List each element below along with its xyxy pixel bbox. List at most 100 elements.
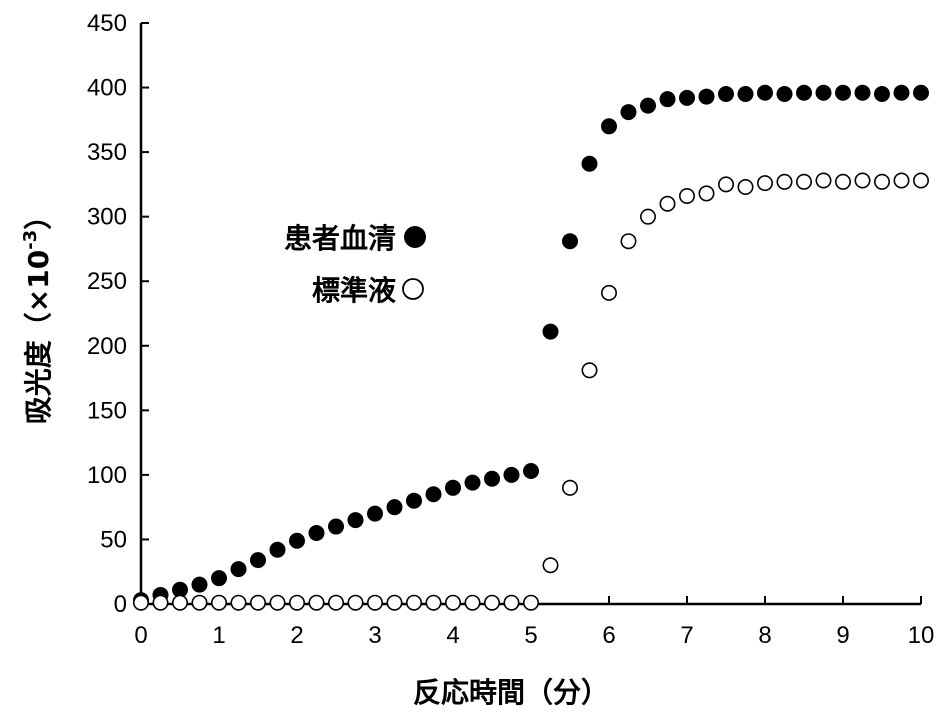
x-tick-label: 3 <box>368 622 381 649</box>
x-tick-label: 10 <box>908 622 935 649</box>
data-point-open <box>873 173 890 190</box>
data-point-filled <box>289 532 305 549</box>
data-point-open <box>717 176 734 193</box>
data-point-filled <box>250 552 266 569</box>
data-point-open <box>269 594 286 611</box>
data-point-filled <box>523 463 539 480</box>
x-axis-title: 反応時間（分） <box>413 676 609 709</box>
y-tick-label: 0 <box>114 591 127 618</box>
data-point-filled <box>718 86 734 103</box>
data-point-open <box>133 594 150 611</box>
data-point-open <box>698 185 715 202</box>
data-point-filled <box>406 492 422 509</box>
data-point-open <box>230 594 247 611</box>
data-point-filled <box>562 233 578 250</box>
y-ticks: 0 50 100 150 200 250 300 350 400 450 <box>87 10 149 618</box>
legend-label-standard: 標準液 <box>312 274 396 307</box>
data-point-open <box>756 175 773 192</box>
data-point-filled <box>659 91 676 108</box>
y-tick-label: 50 <box>100 526 127 553</box>
data-point-filled <box>835 84 851 101</box>
data-point-filled <box>601 118 617 135</box>
data-point-filled <box>269 541 286 558</box>
data-point-open <box>581 362 598 379</box>
data-point-open <box>211 594 228 611</box>
data-point-filled <box>386 499 403 516</box>
data-point-open <box>776 173 793 190</box>
data-point-filled <box>796 84 812 101</box>
x-tick-label: 1 <box>212 622 225 649</box>
data-point-open <box>191 594 208 611</box>
data-point-filled <box>425 486 442 503</box>
data-point-open <box>425 594 442 611</box>
data-point-open <box>386 594 403 611</box>
data-point-filled <box>308 524 325 541</box>
data-point-open <box>250 594 267 611</box>
data-point-open <box>659 195 676 212</box>
data-point-open <box>405 594 422 611</box>
data-point-filled <box>913 84 929 101</box>
data-point-open <box>152 594 169 611</box>
y-tick-label: 200 <box>87 333 127 360</box>
y-axis-title: 吸光度（×10-3） <box>20 202 55 424</box>
data-point-filled <box>874 86 890 103</box>
data-point-filled <box>893 84 910 101</box>
data-point-open <box>600 284 617 301</box>
y-tick-label: 300 <box>87 204 127 231</box>
x-tick-label: 5 <box>524 622 537 649</box>
data-point-open <box>542 557 559 574</box>
y-axis-title-close: ） <box>22 202 55 230</box>
data-point-open <box>912 172 929 189</box>
y-axis-title-group: 吸光度（×10-3） <box>20 202 55 424</box>
y-tick-label: 350 <box>87 139 127 166</box>
data-point-filled <box>211 570 227 587</box>
series-patient-serum <box>133 84 929 609</box>
data-point-open <box>834 173 851 190</box>
legend-label-patient-serum: 患者血清 <box>284 222 396 255</box>
data-point-open <box>503 594 520 611</box>
data-point-filled <box>172 581 188 598</box>
data-point-filled <box>542 323 559 340</box>
x-tick-label: 8 <box>758 622 771 649</box>
data-point-open <box>464 594 481 611</box>
axes <box>139 23 921 606</box>
data-point-filled <box>328 518 344 535</box>
data-point-filled <box>191 576 208 593</box>
y-tick-label: 150 <box>87 397 127 424</box>
x-tick-label: 2 <box>290 622 303 649</box>
data-point-open <box>795 173 812 190</box>
data-point-filled <box>679 89 695 106</box>
data-point-open <box>737 178 754 195</box>
y-axis-title-exponent: -3 <box>20 230 41 250</box>
data-point-filled <box>484 470 500 487</box>
data-point-filled <box>620 104 637 121</box>
data-point-filled <box>640 97 656 114</box>
data-point-open <box>893 172 910 189</box>
data-point-open <box>815 172 832 189</box>
data-point-open <box>639 208 656 225</box>
y-tick-label: 450 <box>87 10 127 37</box>
x-tick-label: 7 <box>680 622 693 649</box>
series-standard <box>133 172 929 611</box>
data-point-filled <box>776 86 793 103</box>
data-markers <box>133 84 929 611</box>
y-tick-label: 100 <box>87 462 127 489</box>
data-point-filled <box>347 512 364 529</box>
data-point-filled <box>445 479 461 496</box>
y-tick-label: 250 <box>87 268 127 295</box>
data-point-open <box>347 594 364 611</box>
x-tick-label: 6 <box>602 622 615 649</box>
data-point-open <box>172 594 189 611</box>
data-point-filled <box>737 86 754 103</box>
data-point-filled <box>464 474 481 491</box>
data-point-filled <box>698 88 715 105</box>
x-tick-label: 9 <box>836 622 849 649</box>
data-point-open <box>366 594 383 611</box>
data-point-open <box>561 479 578 496</box>
data-point-filled <box>757 84 773 101</box>
y-axis-title-main: 吸光度（×10 <box>22 250 55 424</box>
data-point-open <box>678 188 695 205</box>
data-point-open <box>483 594 500 611</box>
legend: 患者血清 標準液 <box>284 222 426 307</box>
